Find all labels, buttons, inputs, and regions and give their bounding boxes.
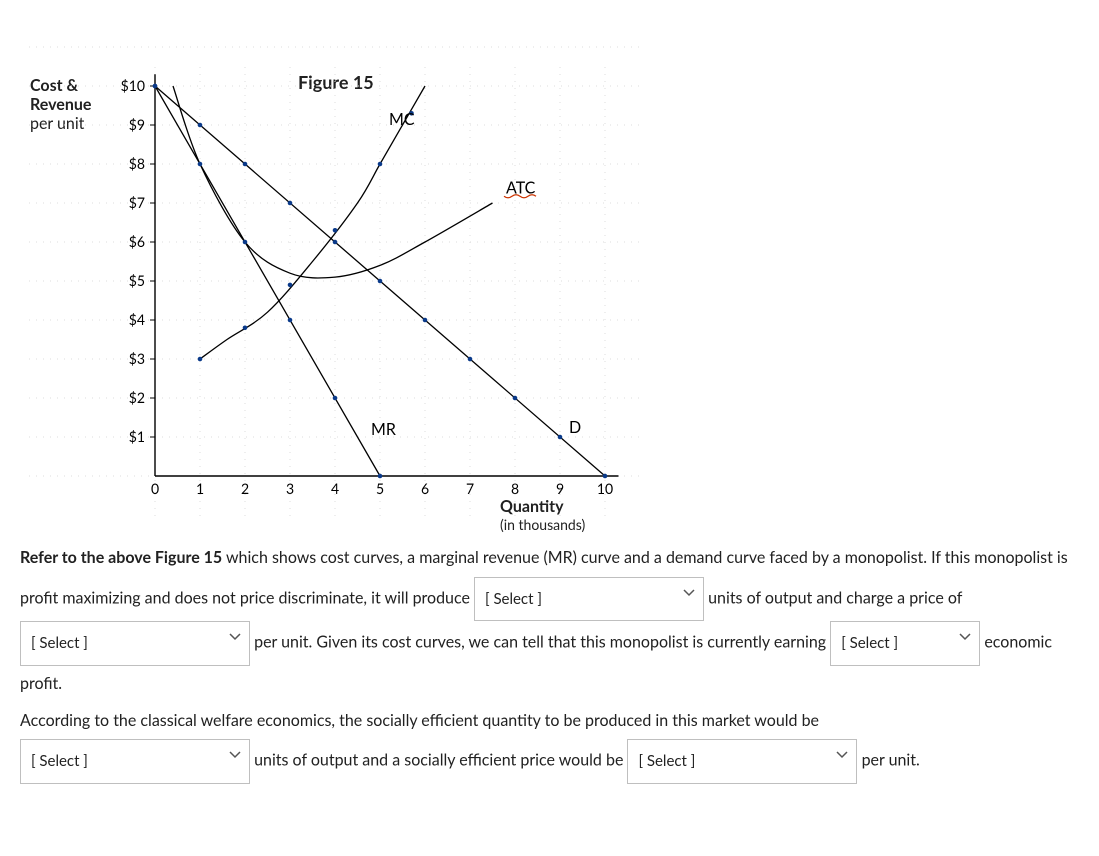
svg-text:$4: $4 [129, 311, 145, 328]
chart-svg: $1$2$3$4$5$6$7$8$9$10012345678910DMRMCAT… [20, 16, 640, 516]
chevron-down-icon [229, 631, 241, 643]
svg-text:MR: MR [371, 420, 396, 439]
svg-text:7: 7 [466, 480, 474, 497]
svg-text:$3: $3 [129, 350, 145, 367]
svg-text:$6: $6 [129, 233, 145, 250]
svg-text:9: 9 [556, 480, 564, 497]
svg-text:$1: $1 [129, 428, 145, 445]
svg-text:$7: $7 [129, 194, 145, 211]
svg-text:D: D [569, 418, 581, 437]
svg-text:5: 5 [376, 480, 384, 497]
chevron-down-icon [683, 587, 695, 599]
select-efficient-price[interactable]: [ Select ] [627, 739, 857, 784]
svg-text:$9: $9 [129, 116, 145, 133]
select-price[interactable]: [ Select ] [20, 621, 250, 666]
svg-text:$10: $10 [121, 77, 145, 94]
svg-text:3: 3 [286, 480, 294, 497]
question-text: Refer to the above Figure 15 which shows… [20, 540, 1079, 784]
chevron-down-icon [229, 749, 241, 761]
svg-text:0: 0 [151, 480, 159, 497]
svg-text:$8: $8 [129, 155, 145, 172]
figure-15-chart: Cost & Revenue per unit Figure 15 $1$2$3… [20, 16, 640, 516]
select-output-qty[interactable]: [ Select ] [474, 577, 704, 622]
select-profit-sign[interactable]: [ Select ] [830, 621, 980, 666]
svg-text:$5: $5 [129, 272, 145, 289]
chevron-down-icon [959, 631, 971, 643]
chevron-down-icon [836, 749, 848, 761]
svg-text:6: 6 [421, 480, 429, 497]
svg-text:10: 10 [597, 480, 613, 497]
x-axis-title: Quantity (in thousands) [500, 498, 585, 535]
svg-text:MC: MC [389, 110, 415, 129]
svg-text:8: 8 [511, 480, 519, 497]
svg-text:1: 1 [196, 480, 204, 497]
svg-text:4: 4 [331, 480, 339, 497]
select-efficient-qty[interactable]: [ Select ] [20, 739, 250, 784]
question-bold-ref: Refer to the above Figure 15 [20, 548, 222, 567]
svg-text:$2: $2 [129, 389, 145, 406]
svg-text:2: 2 [241, 480, 249, 497]
